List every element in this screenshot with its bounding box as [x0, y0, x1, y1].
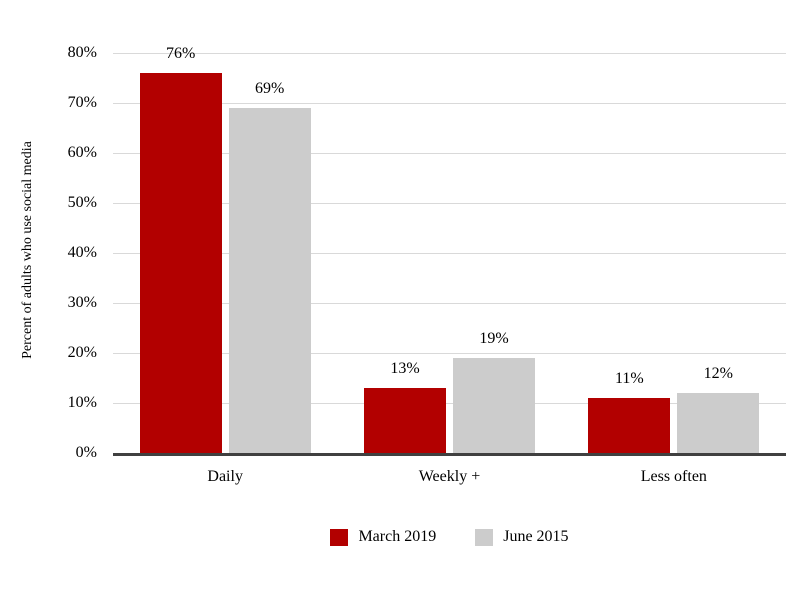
category-label-daily: Daily — [207, 468, 243, 485]
gridline — [113, 353, 786, 354]
bar-group-weekly: 13% 19% — [337, 53, 561, 453]
bar-group-daily: 76% 69% — [113, 46, 337, 453]
bar-value-label: 69% — [254, 80, 285, 97]
y-tick-label: 40% — [67, 244, 97, 261]
y-tick-label: 30% — [67, 294, 97, 311]
y-tick-label: 50% — [67, 194, 97, 211]
bar-groups: 76% 69% 13% 19% 11% 12% — [113, 46, 786, 453]
gridline — [113, 303, 786, 304]
category-label-less-often: Less often — [640, 468, 707, 485]
bar-june-2015-less-often: 12% — [677, 366, 760, 453]
legend-item-march-2019: March 2019 — [330, 528, 436, 546]
y-tick-label: 0% — [75, 444, 97, 461]
y-tick-label: 80% — [67, 44, 97, 61]
y-axis-title: Percent of adults who use social media — [20, 141, 35, 359]
bar-june-2015-weekly: 19% — [452, 331, 535, 453]
bar-march-2019-weekly: 13% — [363, 361, 446, 453]
bar-march-2019-less-often: 11% — [588, 371, 671, 453]
gridline — [113, 53, 786, 54]
legend: March 2019 June 2015 — [113, 528, 786, 546]
y-tick-label: 10% — [67, 394, 97, 411]
legend-item-june-2015: June 2015 — [475, 528, 569, 546]
y-tick-label: 20% — [67, 344, 97, 361]
y-tick-label: 70% — [67, 94, 97, 111]
bar-march-2019-daily: 76% — [139, 46, 222, 453]
category-label-weekly: Weekly + — [418, 468, 481, 485]
bar-group-less-often: 11% 12% — [562, 53, 786, 453]
legend-label-march-2019: March 2019 — [358, 528, 437, 545]
bar-value-label: 12% — [703, 365, 733, 382]
x-axis-line — [113, 453, 786, 456]
bar-value-label: 13% — [390, 360, 420, 377]
legend-label-june-2015: June 2015 — [503, 528, 569, 545]
plot-area: 76% 69% 13% 19% 11% 12% 0% 10% 20% 30% 40% 50% 60% 7… — [68, 45, 786, 461]
gridline — [113, 403, 786, 404]
x-axis-category-labels: Daily Weekly + Less often — [113, 468, 786, 486]
gridline — [113, 203, 786, 204]
legend-swatch-march-2019 — [330, 528, 349, 546]
bar-june-2015-daily: 69% — [228, 81, 311, 453]
gridline — [113, 253, 786, 254]
y-tick-label: 60% — [67, 144, 97, 161]
gridline — [113, 103, 786, 104]
legend-swatch-june-2015 — [475, 528, 494, 546]
bar-value-label: 19% — [479, 330, 509, 347]
bar-value-label: 76% — [165, 45, 196, 62]
gridline — [113, 153, 786, 154]
bar-value-label: 11% — [614, 370, 644, 387]
